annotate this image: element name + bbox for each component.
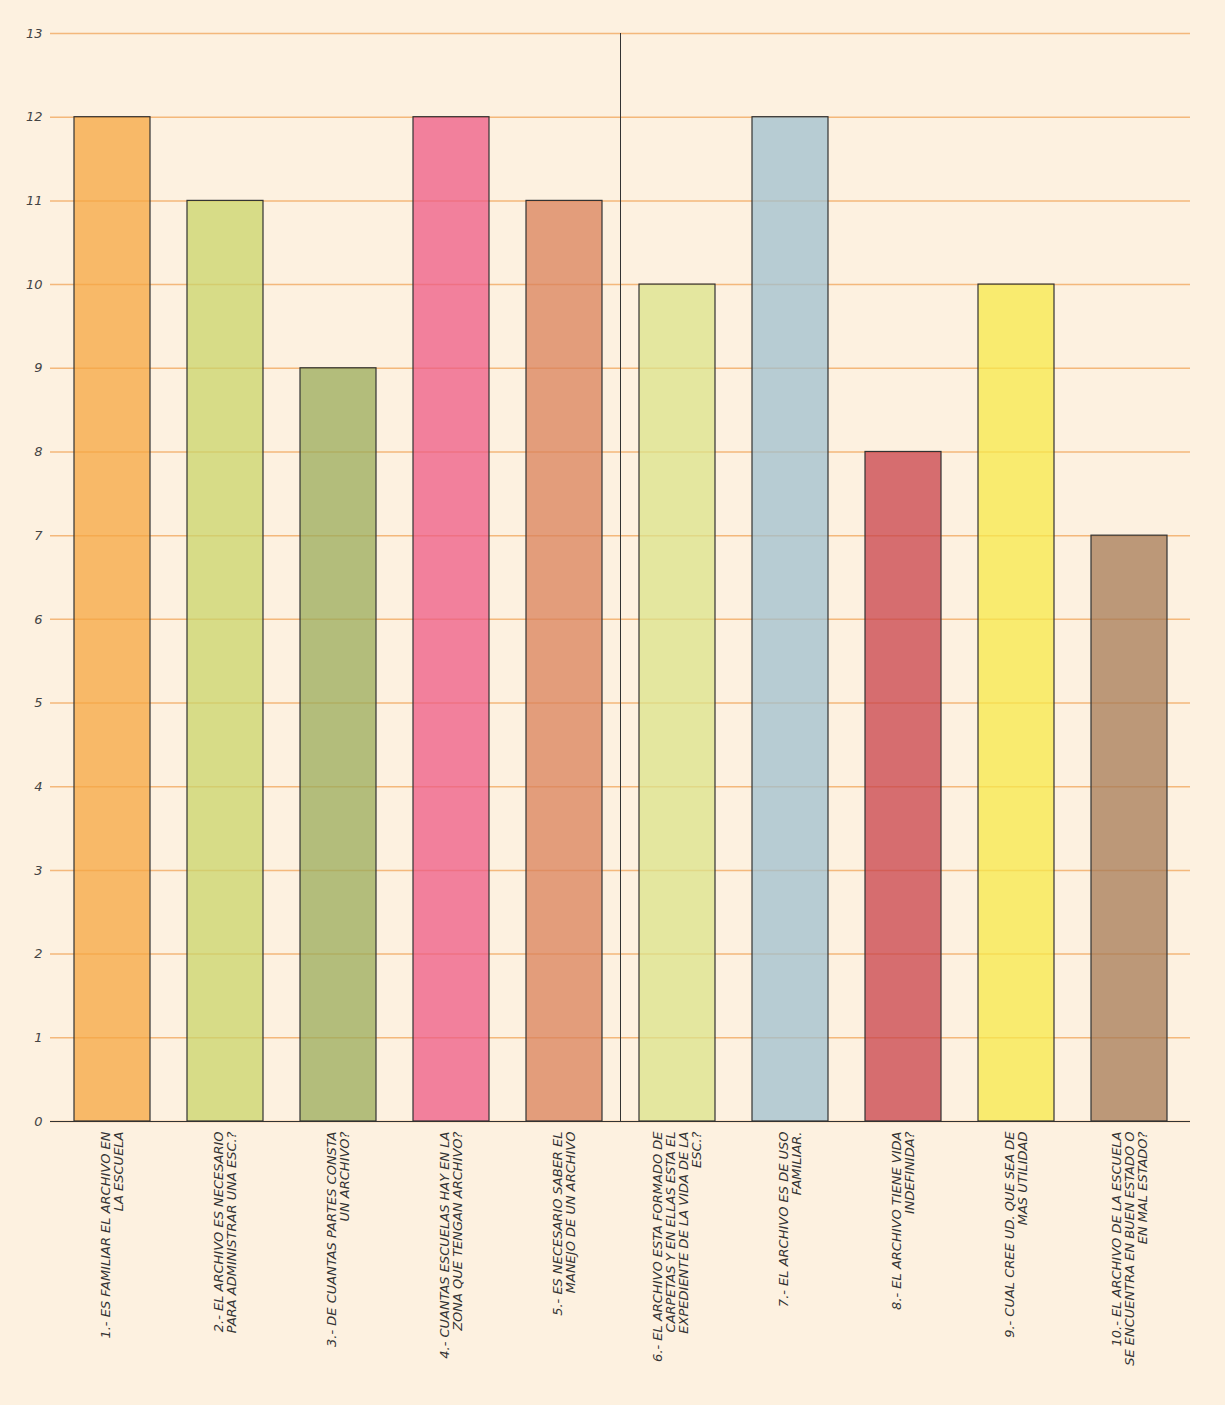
svg-text:6.- EL ARCHIVO ESTA FORMADO DE: 6.- EL ARCHIVO ESTA FORMADO DECARPETAS Y… [650, 1131, 704, 1362]
svg-text:1.- ES FAMILIAR EL ARCHIVO ENL: 1.- ES FAMILIAR EL ARCHIVO ENLA ESCUELA [98, 1131, 126, 1338]
svg-text:3.- DE CUANTAS PARTES CONSTAUN: 3.- DE CUANTAS PARTES CONSTAUN ARCHIVO? [324, 1131, 352, 1347]
svg-text:9.- CUAL CREE UD. QUE SEA DEMA: 9.- CUAL CREE UD. QUE SEA DEMAS UTILIDAD [1002, 1131, 1030, 1338]
svg-text:5.- ES NECESARIO SABER ELMANEJ: 5.- ES NECESARIO SABER ELMANEJO DE UN AR… [550, 1132, 578, 1316]
svg-text:9: 9 [34, 360, 42, 375]
svg-text:7.- EL ARCHIVO ES DE USOFAMILI: 7.- EL ARCHIVO ES DE USOFAMILIAR. [776, 1132, 804, 1308]
svg-text:5: 5 [34, 695, 42, 710]
svg-text:8: 8 [34, 444, 42, 459]
svg-text:1: 1 [34, 1030, 42, 1045]
svg-text:13: 13 [26, 26, 43, 41]
svg-text:12: 12 [26, 109, 43, 124]
svg-text:8.- EL ARCHIVO TIENE VIDAINDEF: 8.- EL ARCHIVO TIENE VIDAINDEFINIDA? [889, 1131, 917, 1309]
svg-text:4: 4 [34, 779, 42, 794]
svg-text:2: 2 [34, 946, 42, 961]
svg-text:11: 11 [26, 193, 43, 208]
svg-text:7: 7 [34, 528, 43, 543]
svg-text:2.- EL ARCHIVO ES NECESARIOPAR: 2.- EL ARCHIVO ES NECESARIOPARA ADMINIST… [211, 1131, 239, 1333]
svg-text:10: 10 [26, 277, 43, 292]
svg-text:4.- CUANTAS ESCUELAS HAY EN LA: 4.- CUANTAS ESCUELAS HAY EN LAZONA QUE T… [437, 1131, 465, 1358]
svg-text:0: 0 [34, 1114, 42, 1129]
svg-text:6: 6 [34, 612, 42, 627]
svg-text:10.- EL ARCHIVO DE LA ESCUELAS: 10.- EL ARCHIVO DE LA ESCUELASE ENCUENTR… [1109, 1131, 1150, 1365]
svg-text:3: 3 [34, 863, 42, 878]
